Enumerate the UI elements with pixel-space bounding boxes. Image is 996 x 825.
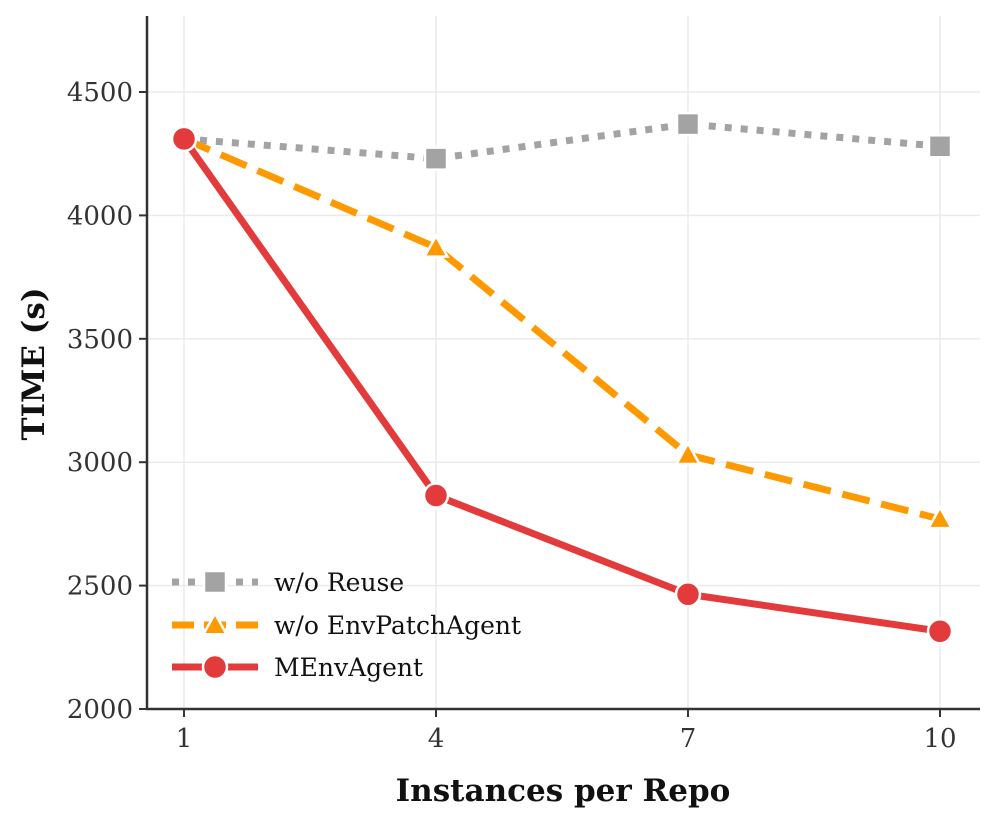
data-point-circle	[422, 482, 450, 509]
data-point-circle	[201, 653, 229, 681]
y-axis-title: TIME (s)	[16, 287, 52, 440]
data-point-circle	[170, 125, 198, 153]
legend-item: MEnvAgent	[172, 653, 423, 682]
grid	[147, 16, 980, 709]
legend-item: w/o Reuse	[172, 568, 404, 597]
data-point-square	[202, 569, 228, 595]
y-tick-label: 4000	[67, 201, 133, 231]
legend-item: w/o EnvPatchAgent	[172, 610, 521, 640]
data-point-circle	[674, 580, 702, 608]
legend-label: w/o EnvPatchAgent	[274, 611, 521, 640]
y-tick-label: 2500	[67, 572, 133, 602]
data-point-square	[927, 134, 953, 159]
y-tick-label: 3500	[67, 325, 133, 355]
legend: w/o Reuse w/o EnvPatchAgent MEnvAgent	[172, 568, 521, 682]
data-point-triangle	[926, 504, 954, 530]
axes	[145, 16, 980, 711]
x-tick-label: 7	[680, 724, 697, 754]
data-point-square	[675, 111, 701, 137]
x-tick-label: 10	[923, 724, 956, 754]
data-point-triangle	[422, 233, 450, 258]
y-tick-label: 2000	[67, 695, 133, 725]
series-circle	[170, 125, 954, 645]
data-point-triangle	[201, 610, 229, 636]
data-point-square	[423, 146, 449, 171]
series-line	[183, 120, 941, 163]
y-tick-label: 3000	[67, 448, 133, 478]
series-square	[171, 111, 953, 171]
series-line	[182, 135, 941, 523]
data-point-circle	[926, 618, 954, 645]
legend-label: MEnvAgent	[274, 653, 423, 682]
y-tick-label: 4500	[67, 78, 133, 108]
series-line	[181, 136, 941, 635]
series	[170, 111, 954, 645]
legend-label: w/o Reuse	[274, 568, 404, 597]
x-tick-label: 1	[176, 724, 193, 754]
tick-labels: 2000 2500 3000 3500 4000 4500 1 4 7 10	[67, 78, 957, 754]
series-triangle	[170, 124, 954, 530]
x-axis-title: Instances per Repo	[396, 773, 731, 809]
data-point-triangle	[674, 440, 702, 466]
x-tick-label: 4	[428, 724, 445, 754]
